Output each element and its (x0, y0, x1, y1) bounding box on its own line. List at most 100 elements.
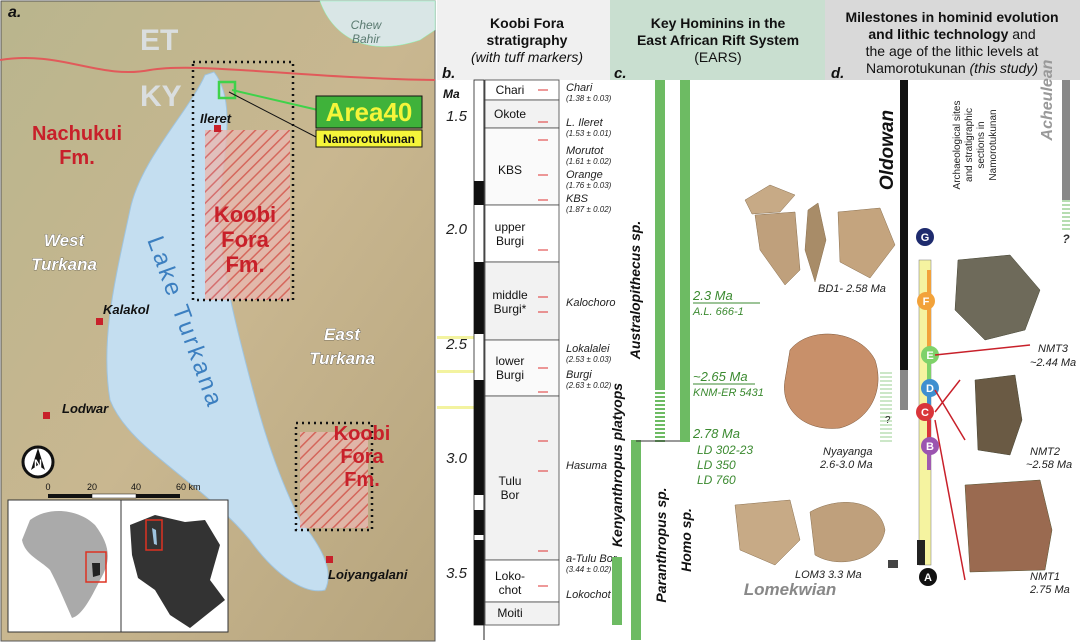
artifact-image (754, 211, 801, 286)
border (0, 56, 436, 81)
age-tick-label: 1.5 (446, 108, 468, 125)
tuff-age: (1.61 ± 0.02) (566, 157, 612, 166)
tuff-name: Burgi (566, 369, 592, 381)
site-range (880, 372, 892, 442)
panel-title: and lithic technology and (868, 26, 1035, 42)
lithic-images: BD1- 2.58 Ma Nyayanga 2.6-3.0 Ma ? LOM3 … (734, 184, 1076, 596)
region-label: Turkana (309, 349, 375, 368)
artifact-age: ~2.44 Ma (1030, 357, 1076, 369)
scale-segment (136, 494, 180, 498)
hominins-panel: Key Hominins in the East African Rift Sy… (609, 0, 825, 640)
connector (934, 344, 1031, 356)
unit-label: chot (499, 583, 522, 597)
tuff-name: KBS (566, 193, 589, 205)
connectors (934, 344, 1031, 581)
taxon-range (631, 440, 641, 640)
stratigraphy-panel: Koobi Fora stratigraphy (with tuff marke… (437, 0, 618, 640)
panel-subtitle: (with tuff markers) (471, 49, 583, 65)
level-range (927, 420, 931, 445)
polarity-column (473, 79, 485, 626)
age-tick-label: 2.0 (445, 221, 468, 238)
unit-label: lower (496, 354, 525, 368)
scale-label: 40 (131, 482, 141, 492)
level-label: G (921, 232, 930, 244)
polarity-reversal (474, 262, 484, 334)
unit-box (484, 127, 560, 206)
unit-box (484, 601, 560, 626)
level-label: B (926, 441, 934, 453)
site-label: BD1- 2.58 Ma (818, 283, 886, 295)
panel-label: a. (8, 4, 21, 21)
units-column: Chari Okote KBS upper Burgi middle Burgi… (484, 79, 560, 626)
artifact-image (734, 499, 801, 566)
panel-subtitle: (EARS) (694, 49, 741, 65)
formation-label: Fora (221, 227, 269, 252)
title-part: and (1012, 26, 1035, 42)
level-marker (916, 403, 934, 421)
artifact-image (964, 479, 1053, 573)
tuff-age: (3.44 ± 0.02) (566, 565, 612, 574)
artifact-age: 2.75 Ma (1029, 584, 1070, 596)
tuff-age: (1.76 ± 0.03) (566, 181, 612, 190)
area40-box (315, 95, 423, 129)
scale-segment (91, 493, 137, 499)
specimen-label: KNM-ER 5431 (693, 387, 764, 399)
region-label: East (324, 325, 361, 344)
formation-label: Koobi (334, 423, 391, 445)
unit-label: Tulu (499, 474, 522, 488)
chew-bahir-lake (319, 0, 436, 47)
header-band (437, 0, 610, 80)
taxon-range (680, 80, 690, 442)
tuff-band (437, 370, 475, 373)
site-box (315, 129, 423, 148)
leader-line (228, 91, 319, 139)
tuff-band (437, 336, 475, 339)
title-part: (this study) (970, 60, 1038, 76)
artifact-image (954, 254, 1041, 341)
date-age: ~2.65 Ma (693, 369, 748, 384)
panel-title: Key Hominins in the (651, 15, 786, 31)
study-area-box (191, 60, 295, 302)
industry-label: Acheulean (1039, 59, 1056, 141)
uncertain-mark: ? (885, 415, 891, 426)
region-label: West (44, 231, 86, 250)
africa-shape (22, 510, 108, 618)
town-marker (96, 318, 103, 325)
formation-label: Fora (340, 446, 384, 468)
lake-label: Chew (351, 18, 383, 32)
level-label: A (924, 572, 932, 584)
specimen-label: LD 350 (697, 458, 736, 472)
scale-label: 0 (45, 482, 50, 492)
lake-inset (152, 528, 157, 545)
panel-title: stratigraphy (487, 32, 568, 48)
region-label: Turkana (31, 255, 97, 274)
panel-title: the age of the lithic levels at (866, 43, 1039, 59)
industry-range (888, 560, 898, 568)
tuff-name: Kalochoro (566, 297, 616, 309)
study-area-box (294, 421, 374, 532)
taxon-label: Kenyanthropus platyops (609, 383, 625, 547)
formation-label: Fm. (59, 147, 95, 169)
town-marker (326, 556, 333, 563)
inset-maps (7, 499, 229, 633)
tuff-name: Lokochot (566, 589, 612, 601)
map-panel: Area40 Namorotukunan a. ET KY Chew Bahir… (0, 0, 436, 642)
industry-range-uncertain (1062, 200, 1070, 230)
tuff-name: Orange (566, 169, 603, 181)
town-label: Loiyangalani (328, 567, 408, 582)
town-label: Ileret (200, 111, 232, 126)
scale-segment (48, 494, 92, 498)
section-label: Archaeological sites (952, 101, 963, 190)
connector (934, 419, 966, 581)
unit-label: KBS (498, 163, 522, 177)
level-marker (921, 437, 939, 455)
level-label: D (926, 383, 934, 395)
level-marker (921, 379, 939, 397)
taxon-label: Paranthropus sp. (653, 487, 669, 602)
compass-label: N (34, 458, 42, 470)
level-marker (921, 346, 939, 364)
level-marker (917, 292, 935, 310)
tuff-band (437, 406, 475, 409)
